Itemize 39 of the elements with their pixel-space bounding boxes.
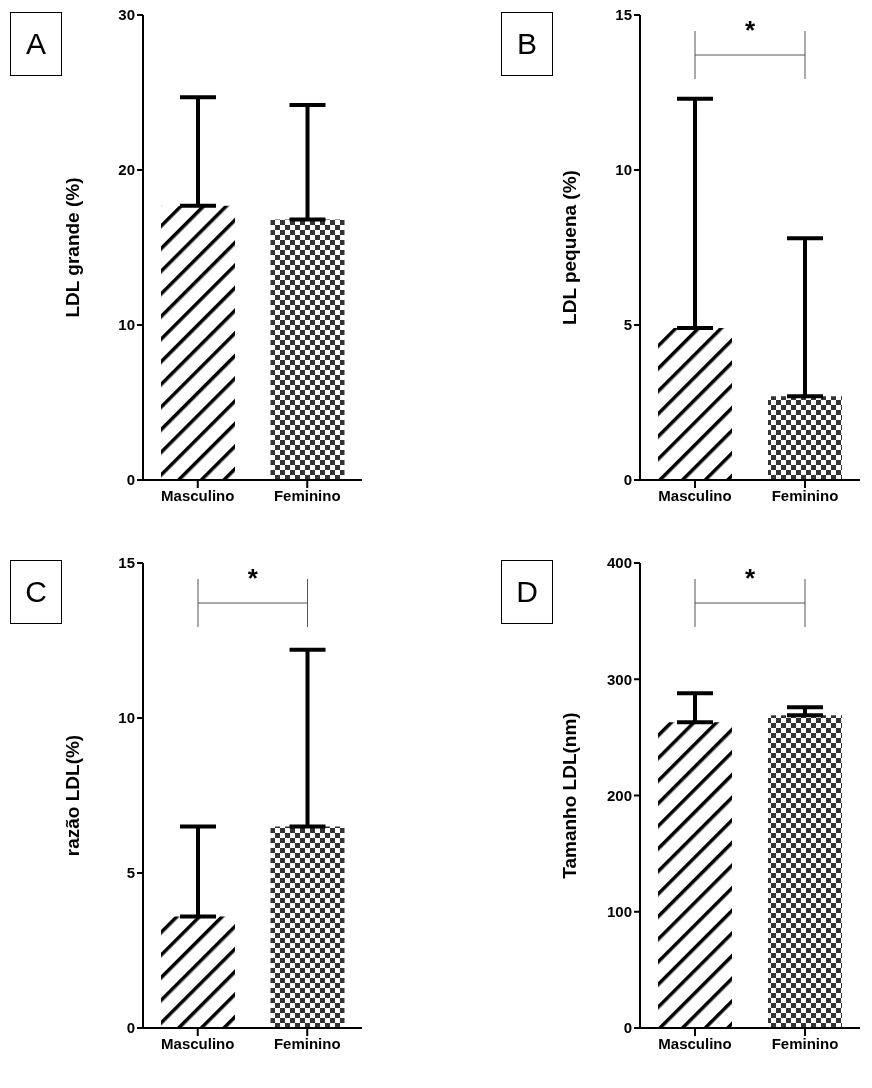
y-tick-label: 5 — [623, 316, 632, 334]
y-tick-label: 400 — [606, 554, 632, 572]
y-axis-title: Tamanho LDL(nm) — [558, 712, 580, 879]
x-tick-label: Masculino — [658, 486, 732, 504]
y-tick-label: 15 — [615, 6, 632, 24]
y-tick-label: 20 — [118, 161, 135, 179]
y-tick-label: 0 — [623, 1019, 632, 1037]
y-tick-label: 10 — [118, 316, 135, 334]
x-tick-label: Masculino — [658, 1034, 732, 1052]
y-axis-title: LDL grande (%) — [61, 177, 83, 318]
y-tick-label: 0 — [126, 471, 135, 489]
x-tick-label: Feminino — [273, 486, 341, 504]
y-tick-label: 15 — [118, 554, 135, 572]
y-axis-title: razão LDL(%) — [61, 734, 83, 857]
x-tick-label: Feminino — [771, 1034, 839, 1052]
y-tick-label: 300 — [606, 670, 632, 688]
x-tick-label: Masculino — [161, 1034, 235, 1052]
chart-title: C — [10, 560, 62, 624]
annotation: * — [744, 14, 756, 45]
y-tick-label: 5 — [126, 864, 135, 882]
y-axis-title: LDL pequena (%) — [558, 170, 580, 325]
chart-title: D — [501, 560, 553, 624]
y-tick-label: 0 — [126, 1019, 135, 1037]
y-tick-label: 200 — [606, 786, 632, 804]
significance-bracket: * — [196, 556, 309, 627]
x-tick-label: Feminino — [273, 1034, 341, 1052]
chart-title: A — [10, 12, 62, 76]
annotation: * — [744, 562, 756, 593]
x-tick-label: Masculino — [161, 486, 235, 504]
y-tick-label: 100 — [606, 903, 632, 921]
x-tick-label: Feminino — [771, 486, 839, 504]
significance-bracket: * — [694, 556, 806, 627]
chart-title: B — [501, 12, 553, 76]
y-tick-label: 10 — [615, 161, 632, 179]
annotation: * — [247, 562, 259, 593]
significance-bracket: * — [694, 8, 806, 79]
y-tick-label: 10 — [118, 709, 135, 727]
y-tick-label: 30 — [118, 6, 135, 24]
y-tick-label: 0 — [623, 471, 632, 489]
